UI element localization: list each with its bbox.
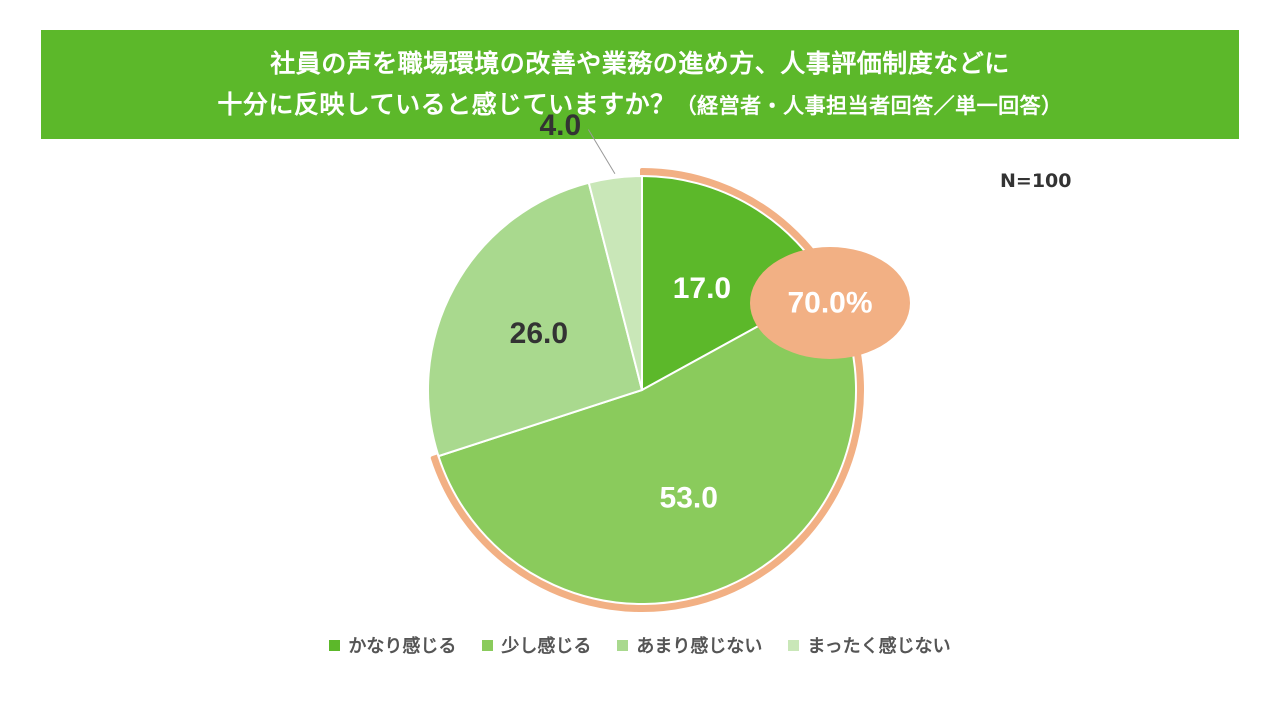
- legend-label-1: かなり感じる: [348, 636, 457, 657]
- legend-swatch-2: [482, 639, 494, 651]
- pie-slice-4: [587, 174, 643, 391]
- slice-label-4: 4.0: [539, 109, 581, 142]
- legend-swatch-4: [788, 639, 800, 651]
- legend: かなり感じる 少し感じる あまり感じない まったく感じない: [0, 632, 1280, 658]
- legend-item-3: あまり感じない: [617, 632, 762, 658]
- legend-item-2: 少し感じる: [482, 632, 591, 658]
- legend-label-4: まったく感じない: [807, 636, 951, 657]
- highlight-callout-label: 70.0%: [787, 287, 872, 320]
- highlight-callout: [750, 247, 910, 359]
- slice-label-2: 53.0: [660, 482, 718, 515]
- legend-swatch-1: [329, 639, 341, 651]
- legend-swatch-3: [617, 639, 629, 651]
- title-line-1: 社員の声を職場環境の改善や業務の進め方、人事評価制度などに: [270, 48, 1010, 78]
- legend-label-3: あまり感じない: [636, 636, 763, 657]
- slice-label-3: 26.0: [510, 317, 568, 350]
- pie-slice-2: [437, 285, 857, 605]
- pie-slice-3: [427, 181, 644, 458]
- title-note: （経営者・人事担当者回答／単一回答）: [675, 93, 1063, 118]
- legend-label-2: 少し感じる: [501, 636, 592, 657]
- title-line-2: 十分に反映していると感じていますか？（経営者・人事担当者回答／単一回答）: [217, 84, 1062, 127]
- sample-size-label: N=100: [1000, 170, 1072, 192]
- slice-4-leader-line: [587, 129, 616, 174]
- slice-label-1: 17.0: [673, 272, 731, 305]
- legend-item-4: まったく感じない: [788, 632, 951, 658]
- legend-item-1: かなり感じる: [329, 632, 456, 658]
- title-banner: 社員の声を職場環境の改善や業務の進め方、人事評価制度などに 十分に反映していると…: [41, 30, 1239, 139]
- title-question: 十分に反映していると感じていますか？: [217, 89, 676, 119]
